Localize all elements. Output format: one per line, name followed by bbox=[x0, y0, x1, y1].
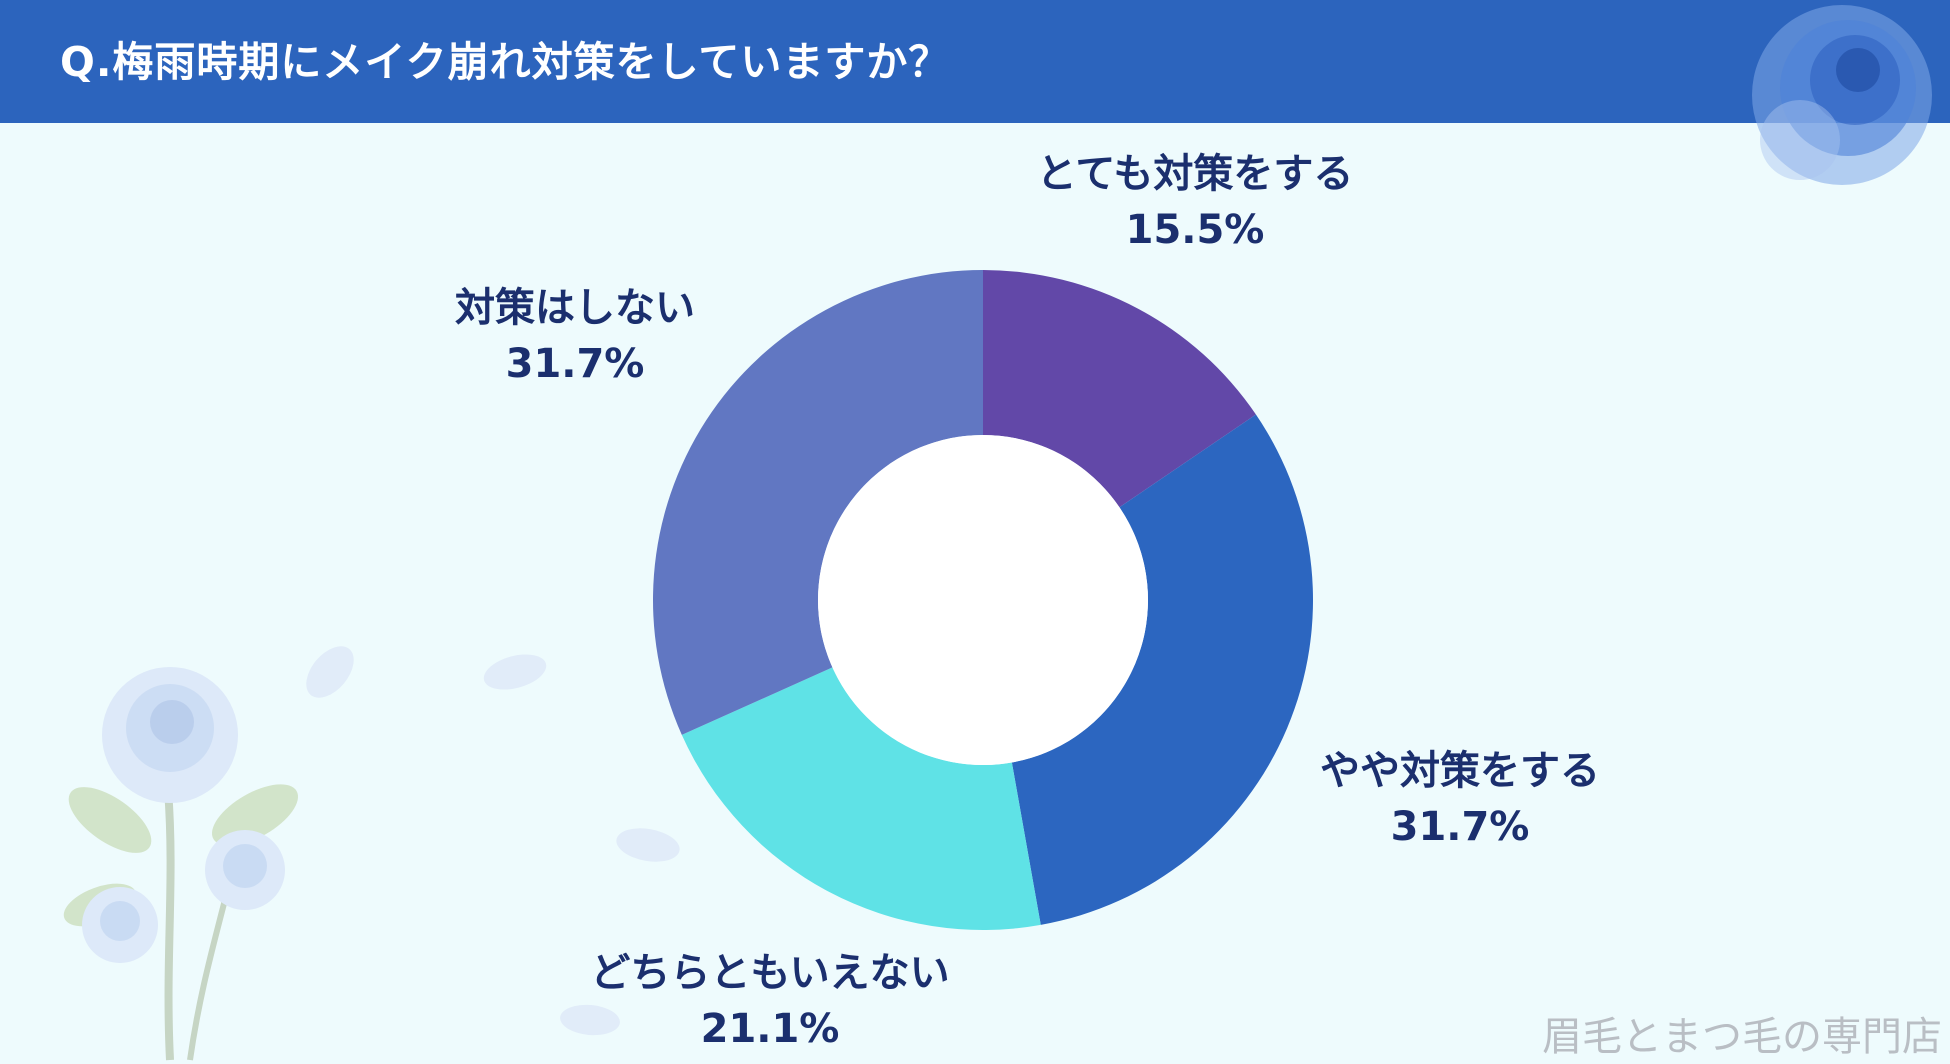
slice-label-2-value: 31.7% bbox=[1390, 804, 1530, 850]
rose-top-right-icon bbox=[1752, 5, 1932, 185]
slice-label-1-name: とても対策をする bbox=[1036, 151, 1354, 197]
donut-hole bbox=[818, 435, 1148, 765]
header-bar: Q.梅雨時期にメイク崩れ対策をしていますか？ bbox=[0, 0, 1950, 123]
slice-label-2: やや対策をする 31.7% bbox=[1285, 743, 1635, 855]
slice-label-2-name: やや対策をする bbox=[1320, 748, 1600, 794]
slice-label-1-value: 15.5% bbox=[1125, 207, 1265, 253]
donut-slice-1 bbox=[983, 270, 1256, 508]
slice-label-3-name: どちらともいえない bbox=[590, 950, 950, 996]
slice-label-3: どちらともいえない 21.1% bbox=[545, 945, 995, 1057]
page-title: Q.梅雨時期にメイク崩れ対策をしていますか？ bbox=[60, 38, 951, 86]
watermark: 眉毛とまつ毛の専門店 bbox=[1542, 1014, 1942, 1060]
donut-slice-4 bbox=[652, 270, 983, 735]
slice-label-1: とても対策をする 15.5% bbox=[1000, 146, 1390, 258]
donut-slice-2 bbox=[1011, 414, 1314, 925]
slice-label-4-name: 対策はしない bbox=[455, 285, 695, 331]
rose-bottom-left-icon bbox=[63, 646, 680, 1061]
donut-slice-3 bbox=[681, 667, 1041, 930]
slice-label-4-value: 31.7% bbox=[505, 341, 645, 387]
slice-label-3-value: 21.1% bbox=[700, 1006, 840, 1052]
slice-label-4: 対策はしない 31.7% bbox=[410, 280, 740, 392]
